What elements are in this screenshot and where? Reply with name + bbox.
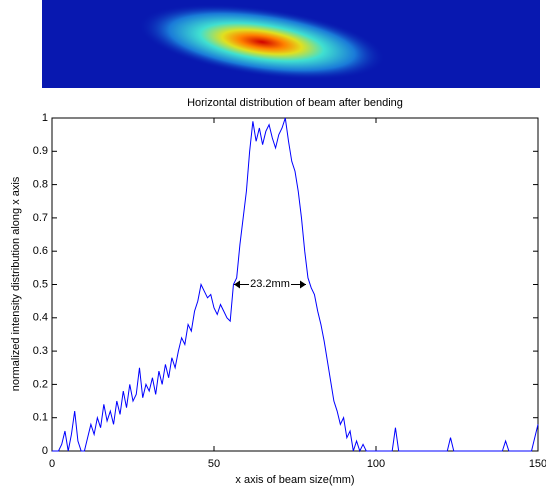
y-tick-label: 0 [42,445,48,457]
chart-title: Horizontal distribution of beam after be… [187,97,403,109]
y-tick-label: 0.8 [33,179,48,191]
y-tick-label: 0.1 [33,412,48,424]
y-tick-label: 0.7 [33,212,48,224]
y-tick-label: 0.2 [33,378,48,390]
annotation: 23.2mm [234,277,306,291]
x-tick-label: 150 [529,458,546,470]
y-tick-label: 0.9 [33,145,48,157]
x-tick-label: 0 [49,458,55,470]
x-axis-label: x axis of beam size(mm) [235,474,354,486]
y-tick-label: 0.5 [33,278,48,290]
x-tick-label: 100 [367,458,385,470]
y-axis-label: normalized intensity distribution along … [10,176,22,391]
y-tick-label: 0.4 [33,312,48,324]
data-line [52,117,539,453]
y-tick-label: 0.6 [33,245,48,257]
annotation-text: 23.2mm [250,278,290,290]
y-tick-label: 0.3 [33,345,48,357]
annotation-bg [249,277,291,291]
beam-spot [138,4,386,80]
x-tick-label: 50 [208,458,220,470]
y-tick-label: 1 [42,112,48,124]
